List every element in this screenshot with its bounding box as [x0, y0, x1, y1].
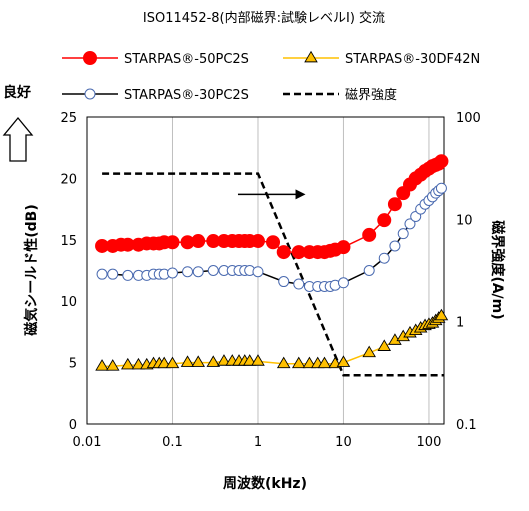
y-tick-label: 15	[60, 234, 77, 249]
y-axis-right: 0.1 1 10 100	[456, 111, 481, 433]
y2-axis-title: 磁界強度(A/m)	[489, 220, 506, 319]
y2-tick-label: 100	[456, 111, 481, 126]
legend-label: STARPAS®-50PC2S	[124, 52, 249, 67]
data-point	[253, 267, 263, 277]
data-point	[435, 155, 448, 168]
y-axis-left: 0 5 10 15 20 25	[60, 111, 77, 433]
data-point	[267, 236, 280, 249]
x-axis: 0.01 0.1 1 10 100	[73, 435, 442, 450]
data-point	[277, 246, 290, 259]
legend-marker	[84, 52, 97, 65]
data-point	[167, 268, 177, 278]
y2-tick-label: 10	[456, 213, 473, 228]
y-axis-title: 磁気シールド性(dB)	[23, 204, 40, 336]
data-point	[379, 253, 389, 263]
data-point	[338, 278, 348, 288]
legend-label: STARPAS®-30PC2S	[124, 88, 249, 103]
data-point	[166, 236, 179, 249]
x-tick-label: 0.01	[73, 435, 102, 450]
data-point	[123, 270, 133, 280]
x-tick-label: 100	[417, 435, 442, 450]
data-point	[363, 228, 376, 241]
better-label: 良好	[3, 84, 31, 101]
x-tick-label: 10	[335, 435, 352, 450]
legend: STARPAS®-50PC2S STARPAS®-30DF42N STARPAS®-…	[62, 52, 480, 104]
data-point	[208, 266, 218, 276]
y-tick-label: 25	[60, 111, 77, 126]
legend-item: 磁界強度	[283, 87, 397, 103]
data-point	[279, 277, 289, 287]
data-point	[183, 267, 193, 277]
data-point	[388, 198, 401, 211]
data-point	[398, 229, 408, 239]
data-point	[337, 241, 350, 254]
data-point	[294, 279, 304, 289]
legend-marker	[305, 52, 317, 62]
x-axis-title: 周波数(kHz)	[223, 475, 307, 492]
data-point	[193, 267, 203, 277]
data-point	[97, 269, 107, 279]
legend-label: STARPAS®-30DF42N	[345, 52, 480, 67]
data-point	[436, 183, 446, 193]
data-point	[378, 214, 391, 227]
x-tick-label: 1	[254, 435, 262, 450]
y-tick-label: 0	[69, 418, 77, 433]
y-tick-label: 5	[69, 357, 77, 372]
data-point	[108, 269, 118, 279]
y-tick-label: 10	[60, 295, 77, 310]
better-arrow-icon	[4, 118, 32, 161]
legend-marker	[85, 89, 95, 99]
legend-item: STARPAS®-30PC2S	[62, 88, 249, 103]
data-point	[251, 235, 264, 248]
legend-item: STARPAS®-50PC2S	[62, 52, 249, 68]
better-indicator: 良好	[3, 84, 32, 161]
data-point	[364, 266, 374, 276]
data-point	[390, 241, 400, 251]
y-tick-label: 20	[60, 172, 77, 187]
x-tick-label: 0.1	[162, 435, 183, 450]
y2-tick-label: 0.1	[456, 418, 477, 433]
legend-item: STARPAS®-30DF42N	[283, 52, 480, 67]
legend-label: 磁界強度	[345, 87, 397, 103]
y2-tick-label: 1	[456, 316, 464, 331]
data-point	[192, 235, 205, 248]
chart-title: ISO11452-8(内部磁界:試験レベルⅠ) 交流	[143, 10, 385, 26]
